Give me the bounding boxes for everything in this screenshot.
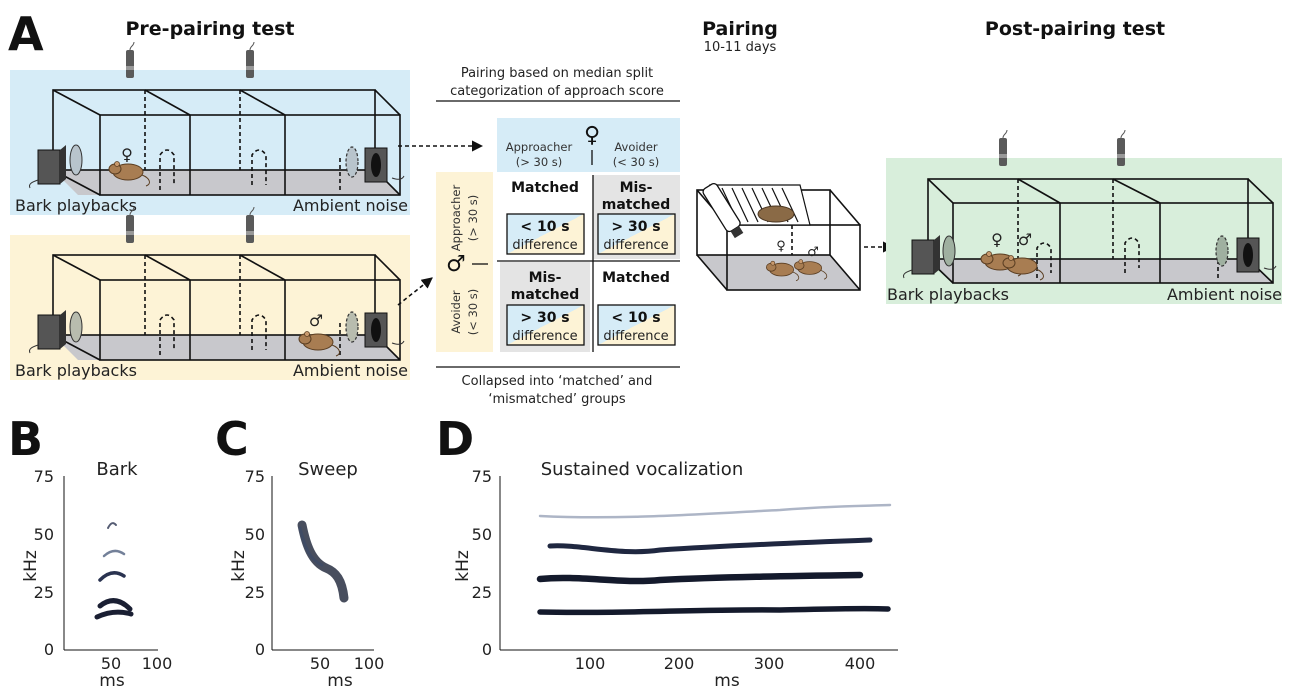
pairing-duration: 10-11 days — [704, 40, 777, 55]
c-xlabel: ms — [327, 671, 353, 688]
b-ytick-50: 50 — [34, 525, 54, 544]
matrix-header-line1: Pairing based on median split — [461, 66, 653, 81]
b-ytick-25: 25 — [34, 583, 54, 602]
female-symbol-post: ♀ — [991, 230, 1003, 249]
pre-pairing-title: Pre-pairing test — [126, 18, 295, 40]
spectrogram-sustained: Sustained vocalization 75 50 25 0 100 20… — [453, 459, 898, 688]
d-ytick-50: 50 — [472, 525, 492, 544]
bark-playbacks-label-male: Bark playbacks — [15, 361, 137, 380]
bark-playbacks-label-female: Bark playbacks — [15, 196, 137, 215]
male-symbol-pairing: ♂ — [807, 245, 819, 260]
cell-br-unit: difference — [603, 329, 668, 344]
col-approacher-criterion: (> 30 s) — [516, 155, 563, 169]
matrix-footer-line1: Collapsed into ‘matched’ and — [462, 374, 653, 389]
col-avoider-criterion: (< 30 s) — [613, 155, 660, 169]
col-approacher-label: Approacher — [506, 140, 573, 154]
cell-tl-value: < 10 s — [520, 219, 569, 235]
b-xlabel: ms — [99, 671, 125, 688]
b-xtick-50: 50 — [101, 654, 121, 673]
post-test-apparatus — [886, 129, 1282, 304]
pairing-home-cage — [696, 182, 861, 291]
ambient-noise-label-male: Ambient noise — [293, 361, 408, 380]
male-symbol-post: ♂ — [1018, 230, 1032, 249]
male-pre-test-apparatus — [10, 206, 410, 380]
spectrogram-b-title: Bark — [96, 459, 138, 480]
d-xtick-100: 100 — [575, 654, 606, 673]
panel-letter-c: C — [215, 412, 249, 466]
row-avoider-criterion: (< 30 s) — [466, 289, 480, 336]
panel-letter-b: B — [8, 412, 43, 466]
matrix-header-line2: categorization of approach score — [450, 84, 664, 99]
c-xtick-50: 50 — [310, 654, 330, 673]
ambient-noise-label-female: Ambient noise — [293, 196, 408, 215]
spectrogram-bark: Bark 75 50 25 0 50 100 kHz ms — [21, 459, 172, 688]
matrix-footer-line2: ‘mismatched’ groups — [488, 392, 626, 407]
post-pairing-title: Post-pairing test — [985, 18, 1165, 40]
b-ytick-75: 75 — [34, 467, 54, 486]
c-xtick-100: 100 — [354, 654, 385, 673]
c-ylabel: kHz — [229, 550, 249, 582]
cell-br-label: Matched — [602, 270, 670, 286]
d-ytick-25: 25 — [472, 583, 492, 602]
cell-tl-unit: difference — [512, 238, 577, 253]
cell-bl-unit: difference — [512, 329, 577, 344]
c-ytick-25: 25 — [245, 583, 265, 602]
cell-br-value: < 10 s — [611, 310, 660, 326]
cell-tr-label1: Mis- — [620, 180, 653, 196]
b-ylabel: kHz — [21, 550, 41, 582]
female-pre-test-apparatus — [10, 41, 410, 215]
c-ytick-0: 0 — [255, 640, 265, 659]
row-approacher-label: Approacher — [449, 185, 463, 252]
spectrogram-sweep: Sweep 75 50 25 0 50 100 kHz ms — [229, 459, 384, 688]
pairing-matrix: Pairing based on median split categoriza… — [436, 66, 680, 407]
d-ytick-0: 0 — [482, 640, 492, 659]
pairing-title: Pairing — [702, 18, 778, 40]
panel-letter-a: A — [8, 7, 44, 61]
cell-tl-label: Matched — [511, 180, 579, 196]
d-xtick-200: 200 — [664, 654, 695, 673]
male-symbol-pre: ♂ — [309, 311, 323, 330]
cell-tr-label2: matched — [602, 197, 671, 213]
male-symbol-matrix: ♂ — [446, 252, 466, 277]
c-ytick-50: 50 — [245, 525, 265, 544]
d-ytick-75: 75 — [472, 467, 492, 486]
row-approacher-criterion: (> 30 s) — [466, 195, 480, 242]
c-ytick-75: 75 — [245, 467, 265, 486]
bark-playbacks-label-post: Bark playbacks — [887, 285, 1009, 304]
panel-letter-d: D — [436, 412, 474, 466]
cell-bl-label1: Mis- — [529, 270, 562, 286]
spectrogram-c-title: Sweep — [298, 459, 358, 480]
row-avoider-label: Avoider — [449, 290, 463, 334]
cell-bl-label2: matched — [511, 287, 580, 303]
b-xtick-100: 100 — [142, 654, 173, 673]
cell-tr-unit: difference — [603, 238, 668, 253]
female-symbol-pre: ♀ — [121, 145, 133, 164]
col-avoider-label: Avoider — [614, 140, 658, 154]
b-ytick-0: 0 — [44, 640, 54, 659]
ambient-noise-label-post: Ambient noise — [1167, 285, 1282, 304]
cell-bl-value: > 30 s — [520, 310, 569, 326]
d-xtick-300: 300 — [754, 654, 785, 673]
female-symbol-matrix: ♀ — [584, 123, 600, 148]
female-symbol-pairing: ♀ — [776, 239, 786, 254]
d-ylabel: kHz — [453, 550, 473, 582]
d-xtick-400: 400 — [845, 654, 876, 673]
cell-tr-value: > 30 s — [611, 219, 660, 235]
spectrogram-d-title: Sustained vocalization — [541, 459, 743, 480]
d-xlabel: ms — [714, 671, 740, 688]
arrow-male-to-matrix — [397, 277, 433, 306]
